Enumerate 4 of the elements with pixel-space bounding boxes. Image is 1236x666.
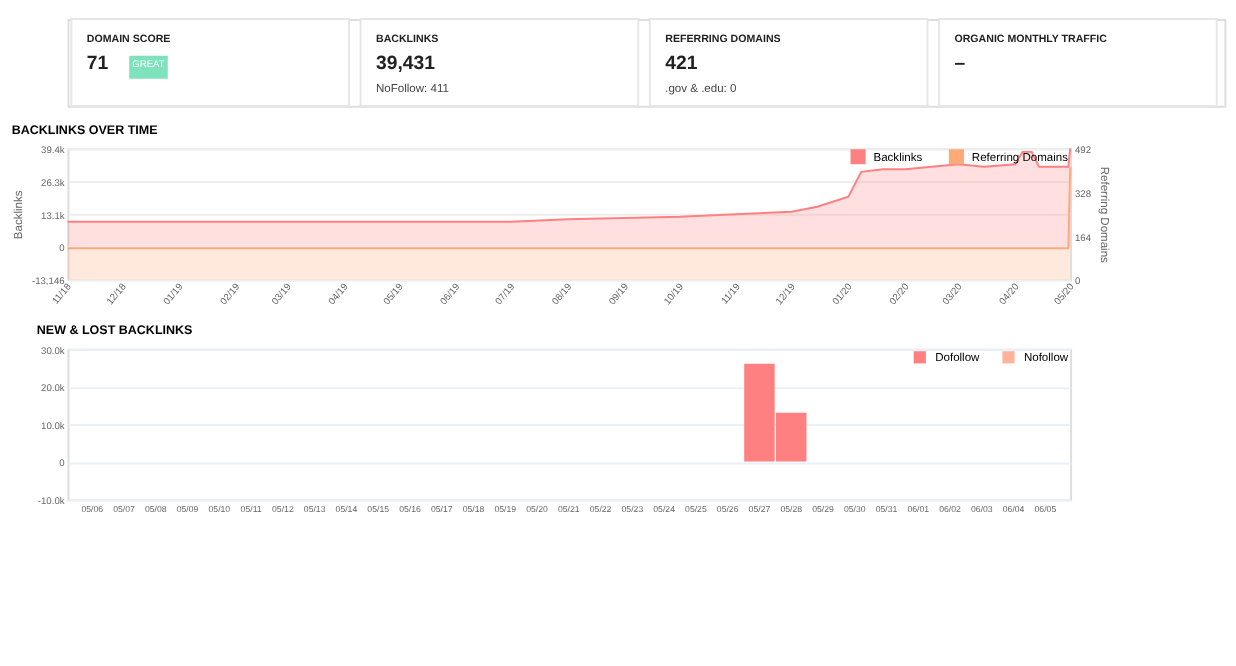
text: – [954,53,967,76]
text: 421 [665,53,699,76]
text: 39,431 [376,53,437,76]
text: 71 [86,53,110,76]
